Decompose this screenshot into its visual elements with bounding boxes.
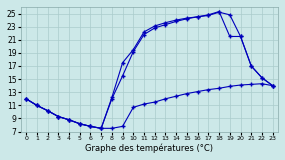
X-axis label: Graphe des températures (°C): Graphe des températures (°C) bbox=[86, 144, 213, 153]
